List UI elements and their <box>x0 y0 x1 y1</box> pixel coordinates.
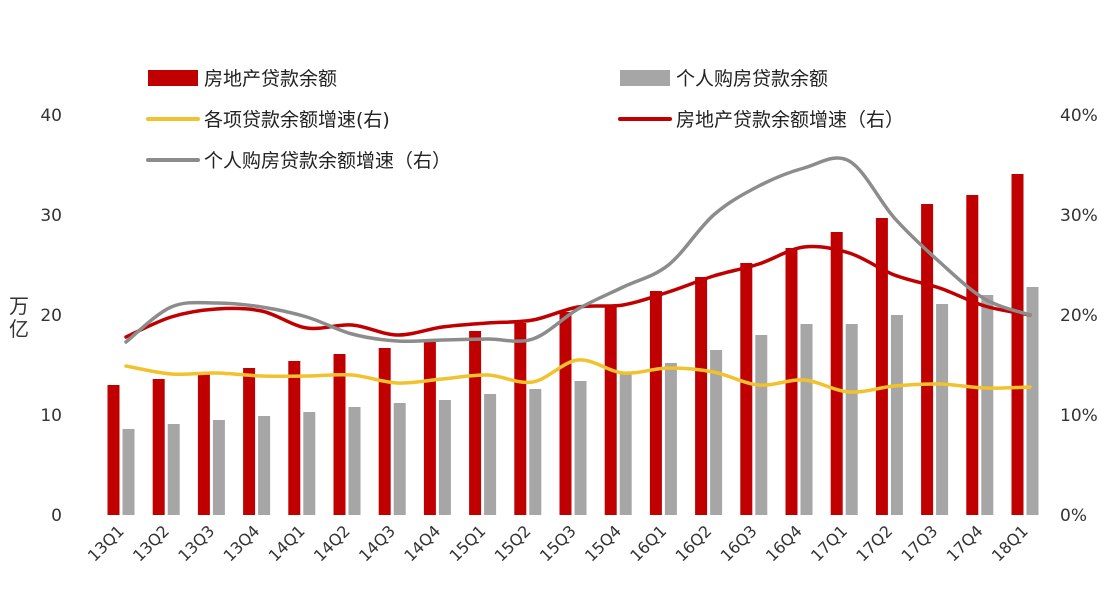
legend-swatch <box>148 70 198 86</box>
bar-real-estate-loan <box>604 305 617 515</box>
y-tick-left: 40 <box>40 106 62 126</box>
bar-real-estate-loan <box>559 312 572 515</box>
y-tick-right: 40% <box>1060 106 1098 126</box>
bar-real-estate-loan <box>197 372 210 515</box>
bar-personal-mortgage <box>122 429 135 515</box>
y-axis-right: 0% 10% 20% 30% 40% <box>1060 106 1098 526</box>
bar-real-estate-loan <box>875 218 888 515</box>
bar-real-estate-loan <box>378 348 391 515</box>
y-tick-left: 10 <box>40 406 62 426</box>
bar-personal-mortgage <box>167 424 180 515</box>
bar-personal-mortgage <box>710 350 723 515</box>
y-tick-right: 30% <box>1060 206 1098 226</box>
bar-real-estate-loan <box>243 368 256 515</box>
bar-personal-mortgage <box>574 381 587 515</box>
y-tick-left: 30 <box>40 206 62 226</box>
x-tick: 16Q4 <box>762 521 806 565</box>
bar-personal-mortgage <box>212 420 225 515</box>
bar-personal-mortgage <box>529 389 542 515</box>
x-tick: 15Q1 <box>445 521 489 565</box>
y-axis-label-part2: 亿 <box>9 317 29 341</box>
line-mortgage-growth <box>124 156 1032 344</box>
y-tick-left: 0 <box>51 506 62 526</box>
bar-personal-mortgage <box>755 335 768 515</box>
legend-label: 各项贷款余额增速(右) <box>204 109 390 131</box>
bar-real-estate-loan <box>1011 174 1024 515</box>
x-axis: 13Q1 13Q2 13Q3 13Q4 14Q1 14Q2 14Q3 14Q4 15Q1 15Q2… <box>84 521 1032 565</box>
legend-real-estate-loan: 房地产贷款余额 <box>148 68 337 90</box>
bar-real-estate-loan <box>695 277 708 515</box>
x-tick: 16Q1 <box>626 521 670 565</box>
bar-personal-mortgage <box>348 407 361 515</box>
x-tick: 13Q3 <box>174 521 218 565</box>
line-layer <box>124 156 1032 394</box>
bar-real-estate-loan <box>514 323 527 515</box>
legend-mortgage-growth: 个人购房贷款余额增速（右） <box>146 150 451 172</box>
bar-real-estate-loan <box>649 291 662 515</box>
bar-personal-mortgage <box>303 412 316 515</box>
y-tick-right: 20% <box>1060 306 1098 326</box>
x-tick: 17Q4 <box>943 521 987 565</box>
x-tick: 15Q2 <box>491 521 535 565</box>
bar-personal-mortgage <box>800 324 813 515</box>
bar-personal-mortgage <box>936 304 949 515</box>
bar-real-estate-loan <box>288 361 301 515</box>
bar-personal-mortgage <box>393 403 406 515</box>
y-axis-left: 0 10 20 30 40 <box>40 106 62 526</box>
x-tick: 15Q3 <box>536 521 580 565</box>
y-axis-label-part1: 万 <box>9 294 29 318</box>
y-tick-right: 0% <box>1060 506 1087 526</box>
legend-label: 房地产贷款余额 <box>204 68 337 90</box>
bar-real-estate-loan <box>740 263 753 515</box>
x-tick: 17Q1 <box>807 521 851 565</box>
x-tick: 16Q3 <box>717 521 761 565</box>
bar-personal-mortgage <box>664 363 677 515</box>
y-tick-right: 10% <box>1060 406 1098 426</box>
line-total-loan-growth <box>124 358 1032 394</box>
legend-label: 个人购房贷款余额增速（右） <box>204 150 451 172</box>
legend-real-estate-loan-growth: 房地产贷款余额增速（右） <box>618 109 904 131</box>
x-tick: 13Q2 <box>129 521 173 565</box>
bar-real-estate-loan <box>423 341 436 515</box>
x-tick: 14Q3 <box>355 521 399 565</box>
y-tick-left: 20 <box>40 306 62 326</box>
bar-personal-mortgage <box>890 315 903 515</box>
bar-personal-mortgage <box>845 324 858 515</box>
x-tick: 14Q1 <box>265 521 309 565</box>
x-tick: 14Q4 <box>400 521 444 565</box>
bar-personal-mortgage <box>619 373 632 515</box>
bar-real-estate-loan <box>107 385 120 515</box>
x-tick: 17Q2 <box>852 521 896 565</box>
bar-layer <box>107 174 1039 515</box>
legend-personal-mortgage: 个人购房贷款余额 <box>620 68 828 90</box>
x-tick: 14Q2 <box>310 521 354 565</box>
x-tick: 18Q1 <box>988 521 1032 565</box>
bar-personal-mortgage <box>1026 287 1039 515</box>
legend-label: 个人购房贷款余额 <box>676 68 828 90</box>
legend-swatch <box>620 70 670 86</box>
bar-real-estate-loan <box>830 232 843 515</box>
x-tick: 16Q2 <box>671 521 715 565</box>
x-tick: 13Q1 <box>84 521 128 565</box>
x-tick: 15Q4 <box>581 521 625 565</box>
bar-personal-mortgage <box>438 400 451 515</box>
bar-personal-mortgage <box>258 416 271 515</box>
bar-real-estate-loan <box>966 195 979 515</box>
bar-personal-mortgage <box>484 394 497 515</box>
bar-real-estate-loan <box>469 331 482 515</box>
bar-real-estate-loan <box>333 354 346 515</box>
bar-real-estate-loan <box>152 379 165 515</box>
x-tick: 17Q3 <box>897 521 941 565</box>
legend-total-loan-growth: 各项贷款余额增速(右) <box>146 109 390 131</box>
legend-label: 房地产贷款余额增速（右） <box>676 109 904 131</box>
x-tick: 13Q4 <box>219 521 263 565</box>
bar-personal-mortgage <box>981 295 994 515</box>
